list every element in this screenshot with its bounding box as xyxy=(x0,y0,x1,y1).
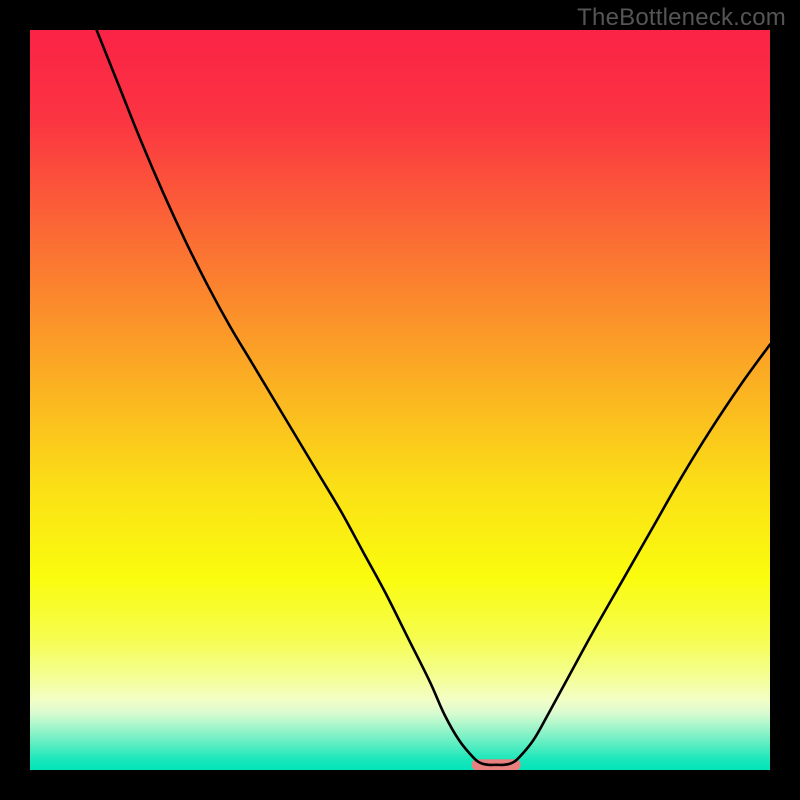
chart-container: TheBottleneck.com xyxy=(0,0,800,800)
bottleneck-chart xyxy=(0,0,800,800)
